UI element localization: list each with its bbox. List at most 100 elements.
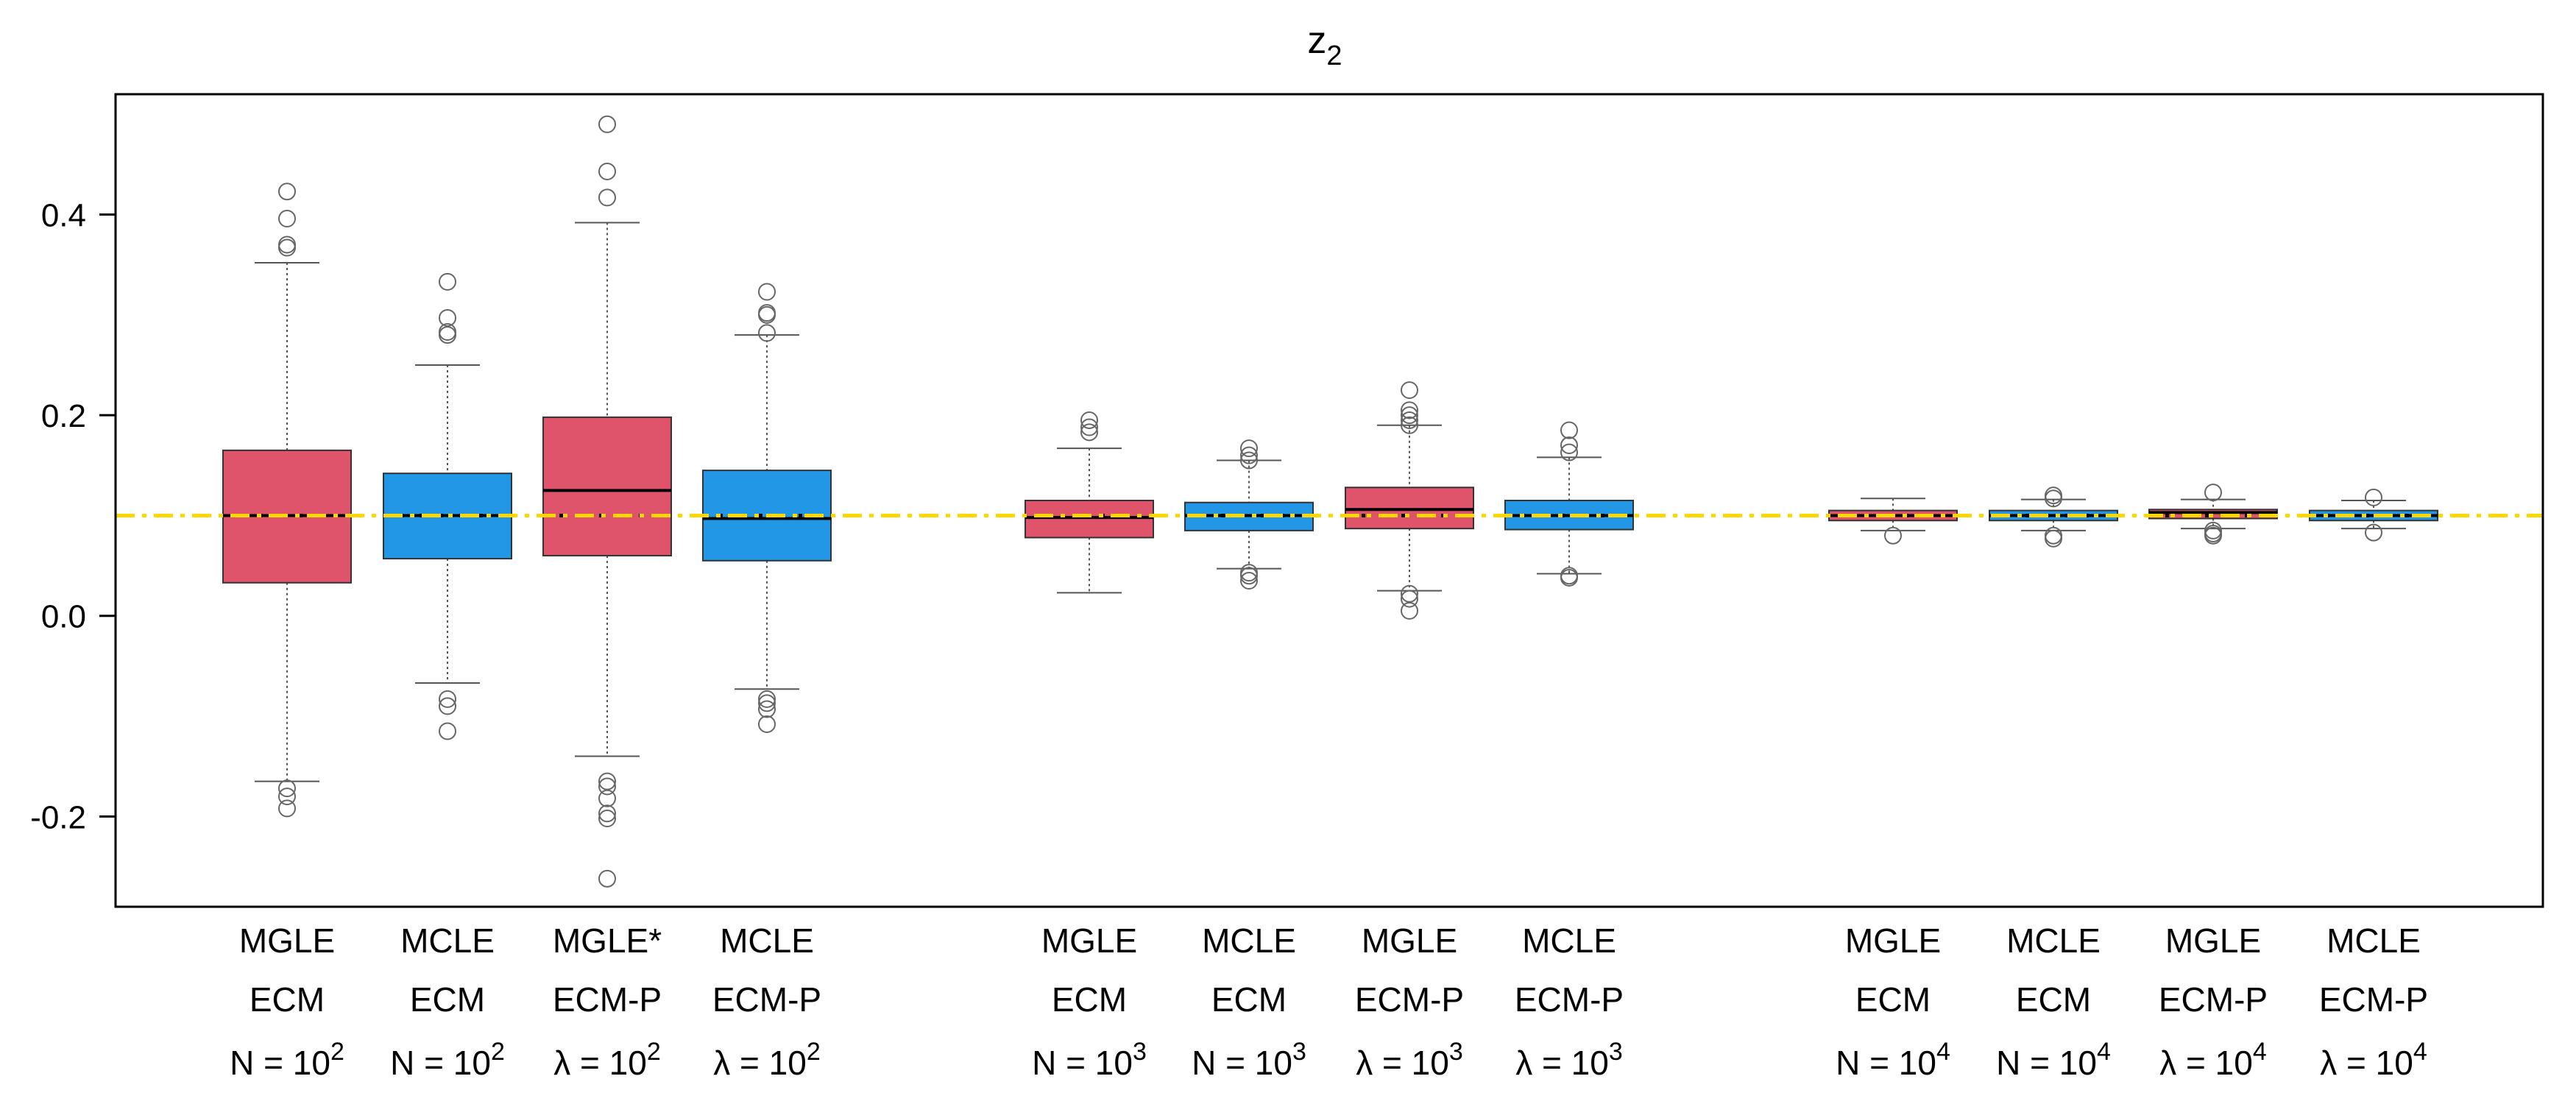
outlier-point: [598, 162, 616, 180]
box-0-2: [542, 115, 672, 888]
outlier-point: [1401, 401, 1418, 420]
x-label-method: MGLE: [1362, 921, 1457, 960]
x-label-algorithm: ECM: [250, 980, 325, 1019]
outlier-point: [1560, 568, 1578, 587]
x-label-method: MGLE: [1041, 921, 1137, 960]
outlier-point: [598, 789, 616, 807]
x-label-method: MGLE: [1845, 921, 1941, 960]
outlier-point: [598, 115, 616, 133]
x-label-size-exponent: 2: [330, 1038, 344, 1066]
outlier-point: [598, 772, 616, 790]
x-label-method: MCLE: [1202, 921, 1296, 960]
x-label-algorithm: ECM-P: [2159, 980, 2268, 1019]
chart-title: z2: [1307, 19, 1342, 71]
x-label-size: N = 104: [1836, 1038, 1950, 1082]
x-label-size-exponent: 4: [2253, 1038, 2267, 1066]
x-label-size-base: N = 10: [1192, 1044, 1292, 1082]
outlier-point: [758, 700, 776, 718]
plot-area-frame: [114, 93, 2544, 908]
x-label-method: MCLE: [400, 921, 495, 960]
x-label-size-base: λ = 10: [1515, 1044, 1609, 1082]
outlier-point: [758, 283, 776, 301]
boxes-layer: [222, 115, 2438, 888]
outlier-point: [278, 779, 296, 798]
outlier-point: [1401, 416, 1418, 434]
x-label-size-exponent: 4: [2097, 1038, 2111, 1066]
x-label-size: N = 102: [390, 1038, 505, 1082]
outlier-point: [1080, 411, 1098, 429]
outlier-point: [758, 694, 776, 712]
outlier-point: [1560, 443, 1578, 461]
outlier-point: [2204, 526, 2222, 545]
x-label-method: MGLE: [239, 921, 335, 960]
outlier-point: [1401, 406, 1418, 425]
x-label-method: MCLE: [2326, 921, 2421, 960]
x-label-size: N = 103: [1192, 1038, 1306, 1082]
x-label-size-exponent: 3: [1133, 1038, 1147, 1066]
x-label-method: MGLE: [2165, 921, 2261, 960]
iqr-box: [1025, 500, 1154, 539]
x-label-algorithm: ECM-P: [553, 980, 662, 1019]
chart-title-main: z: [1307, 19, 1326, 62]
x-label-size-base: N = 10: [390, 1044, 491, 1082]
x-label-size: λ = 104: [2320, 1038, 2427, 1082]
outlier-point: [278, 238, 296, 257]
x-label-method: MGLE*: [553, 921, 662, 960]
outlier-point: [1401, 590, 1418, 608]
x-label-size: λ = 104: [2159, 1038, 2267, 1082]
outlier-point: [1401, 381, 1418, 400]
outlier-point: [278, 799, 296, 818]
x-label-algorithm: ECM-P: [712, 980, 821, 1019]
outlier-point: [1884, 526, 1902, 545]
y-axis: -0.2 0.0 0.2 0.4: [30, 198, 116, 835]
x-label-method: MCLE: [720, 921, 814, 960]
outlier-point: [439, 272, 456, 291]
outlier-point: [2045, 489, 2062, 508]
outlier-point: [1240, 446, 1258, 464]
x-label-size-exponent: 3: [1449, 1038, 1463, 1066]
x-label-algorithm: ECM: [2016, 980, 2091, 1019]
x-label-algorithm: ECM-P: [1355, 980, 1464, 1019]
x-label-algorithm: ECM: [1052, 980, 1127, 1019]
x-label-size-exponent: 3: [1609, 1038, 1623, 1066]
x-label-algorithm: ECM: [410, 980, 485, 1019]
outlier-point: [2204, 484, 2222, 502]
outlier-point: [758, 715, 776, 733]
outlier-point: [2365, 488, 2382, 506]
x-label-algorithm: ECM-P: [2319, 980, 2428, 1019]
x-label-size-exponent: 2: [491, 1038, 505, 1066]
outlier-point: [1240, 439, 1258, 458]
x-label-size-base: N = 10: [1836, 1044, 1936, 1082]
y-tick-label: 0.0: [41, 599, 86, 635]
outlier-point: [1240, 451, 1258, 470]
chart-title-subscript: 2: [1326, 40, 1342, 71]
iqr-box: [1345, 486, 1474, 530]
outlier-point: [758, 324, 776, 342]
outlier-point: [1240, 572, 1258, 590]
y-tick-label: 0.4: [41, 198, 86, 234]
outlier-point: [2365, 523, 2382, 542]
x-label-size: λ = 103: [1356, 1038, 1463, 1082]
x-label-size: λ = 102: [713, 1038, 821, 1082]
x-label-method: MCLE: [2006, 921, 2101, 960]
x-label-size-base: λ = 10: [1356, 1044, 1449, 1082]
outlier-point: [1240, 567, 1258, 585]
x-label-size-base: λ = 10: [2320, 1044, 2413, 1082]
x-label-size-exponent: 4: [1936, 1038, 1950, 1066]
x-label-method: MCLE: [1522, 921, 1616, 960]
outlier-point: [439, 697, 456, 715]
outlier-point: [278, 210, 296, 228]
x-label-size-exponent: 2: [807, 1038, 821, 1066]
x-label-size-base: λ = 10: [713, 1044, 807, 1082]
x-label-algorithm: ECM: [1211, 980, 1287, 1019]
x-label-size-base: N = 10: [230, 1044, 330, 1082]
x-label-size-base: N = 10: [1996, 1044, 2097, 1082]
outlier-point: [758, 690, 776, 708]
outlier-point: [439, 690, 456, 708]
outlier-point: [439, 722, 456, 740]
outlier-point: [439, 326, 456, 344]
box-2-1: [1989, 486, 2118, 548]
outlier-point: [598, 810, 616, 828]
outlier-point: [278, 788, 296, 806]
